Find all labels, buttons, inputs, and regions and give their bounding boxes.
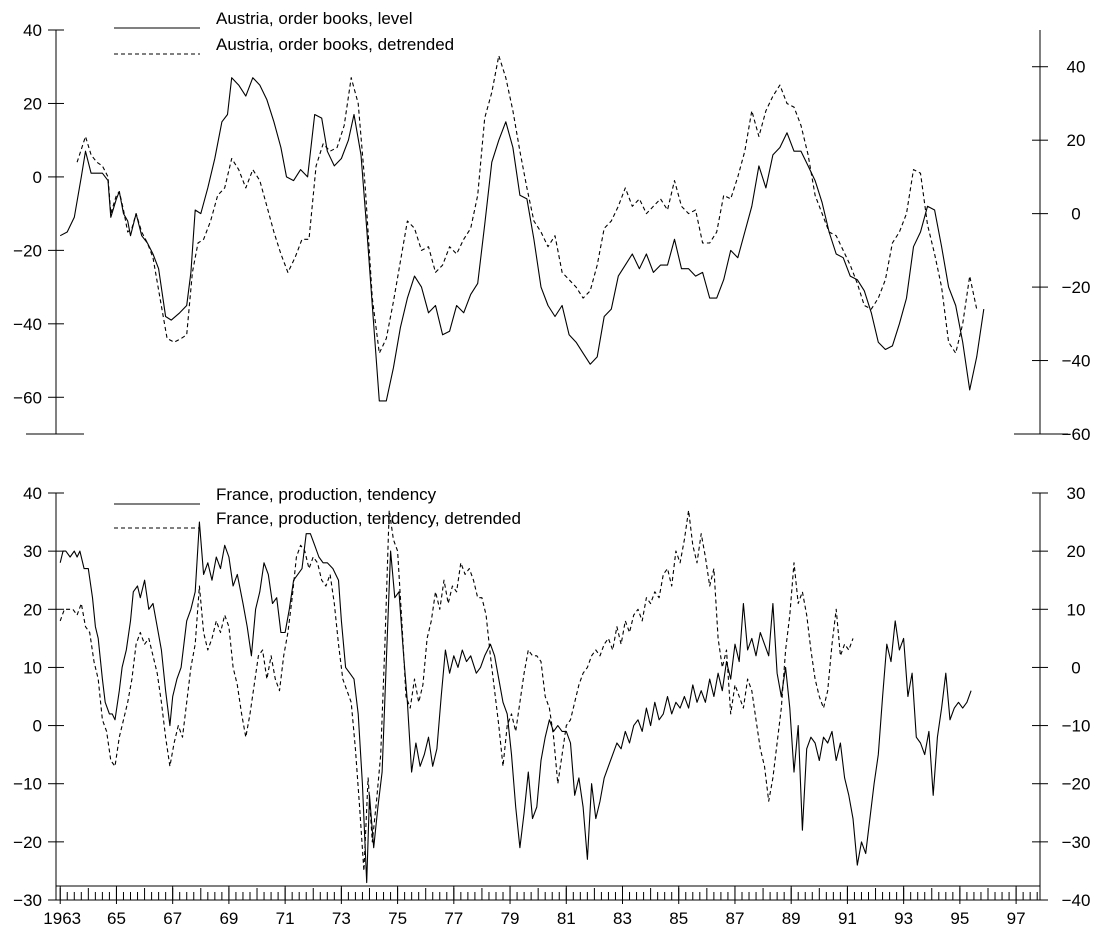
left-tick-label: 40: [23, 484, 42, 503]
x-tick-label: 77: [444, 909, 463, 928]
x-tick-label: 65: [107, 909, 126, 928]
x-tick-label: 89: [782, 909, 801, 928]
x-tick-label: 79: [501, 909, 520, 928]
x-tick-label: 1963: [43, 909, 81, 928]
left-tick-label: −10: [13, 775, 42, 794]
left-tick-label: 40: [23, 21, 42, 40]
x-tick-label: 67: [163, 909, 182, 928]
left-tick-label: 20: [23, 600, 42, 619]
left-tick-label: 20: [23, 94, 42, 113]
right-tick-label: −20: [1062, 775, 1091, 794]
right-tick-label: −40: [1062, 891, 1091, 910]
right-tick-label: −40: [1062, 352, 1091, 371]
right-tick-label: −30: [1062, 833, 1091, 852]
x-tick-label: 87: [725, 909, 744, 928]
left-tick-label: 0: [33, 168, 42, 187]
x-tick-label: 97: [1007, 909, 1026, 928]
left-tick-label: −30: [13, 891, 42, 910]
x-tick-label: 93: [894, 909, 913, 928]
right-tick-label: 20: [1067, 131, 1086, 150]
legend-label-1-2: Austria, order books, detrended: [216, 35, 454, 54]
legend-layer: Austria, order books, level Austria, orde…: [114, 9, 521, 529]
right-tick-label: −20: [1062, 278, 1091, 297]
right-tick-label: 10: [1067, 600, 1086, 619]
x-tick-label: 91: [838, 909, 857, 928]
left-tick-label: −20: [13, 241, 42, 260]
series-line-2-2: [59, 509, 854, 872]
left-tick-label: 30: [23, 542, 42, 561]
right-tick-label: 0: [1071, 205, 1080, 224]
x-tick-label: 71: [276, 909, 295, 928]
left-tick-label: 0: [33, 717, 42, 736]
legend-label-1-1: Austria, order books, level: [216, 9, 413, 28]
x-tick-label: 69: [219, 909, 238, 928]
right-tick-label: −60: [1062, 425, 1091, 444]
series-line-1-1: [59, 77, 985, 402]
x-tick-label: 73: [332, 909, 351, 928]
left-tick-label: −20: [13, 833, 42, 852]
right-tick-label: 40: [1067, 58, 1086, 77]
legend-label-2-2: France, production, tendency, detrended: [216, 509, 521, 528]
legend-label-2-1: France, production, tendency: [216, 485, 437, 504]
left-tick-label: −60: [13, 388, 42, 407]
axes-layer: 40 20 0 −20 −40 −60 40 20 0 −20 −40 −60 40 30 20 10 0 −10…: [13, 21, 1090, 928]
x-tick-label: 83: [613, 909, 632, 928]
series-layer: [59, 55, 985, 884]
series-line-2-1: [59, 521, 972, 884]
right-tick-label: −10: [1062, 717, 1091, 736]
x-tick-label: 85: [669, 909, 688, 928]
left-tick-label: −40: [13, 315, 42, 334]
x-tick-label: 95: [950, 909, 969, 928]
left-tick-label: 10: [23, 658, 42, 677]
right-tick-label: 0: [1071, 658, 1080, 677]
series-line-1-2: [76, 55, 978, 354]
right-tick-label: 20: [1067, 542, 1086, 561]
x-tick-label: 75: [388, 909, 407, 928]
right-tick-label: 30: [1067, 484, 1086, 503]
x-tick-label: 81: [557, 909, 576, 928]
